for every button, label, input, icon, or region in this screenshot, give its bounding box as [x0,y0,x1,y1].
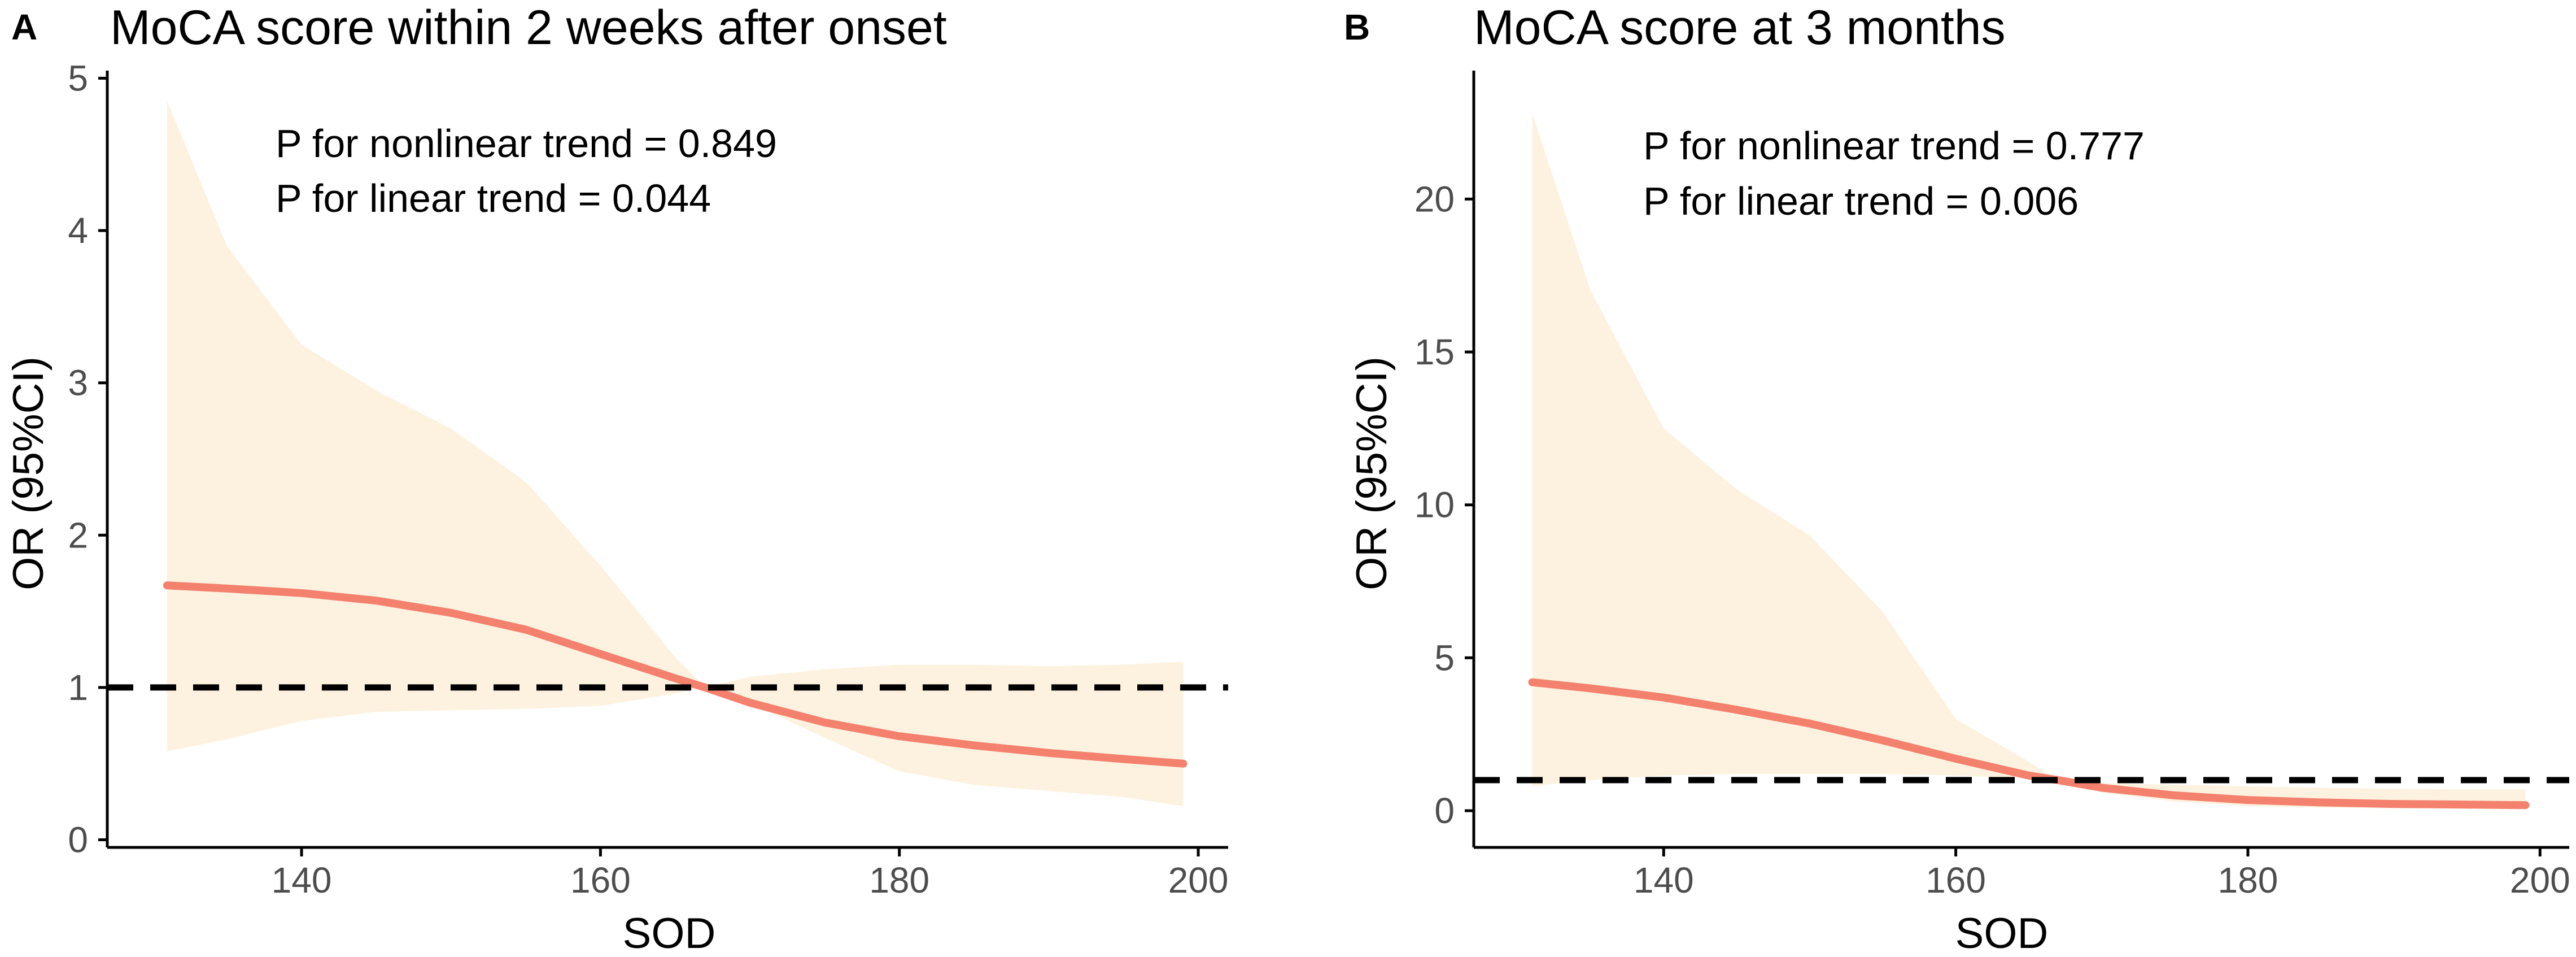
panel-b-y-axis-label: OR (95%CI) [1348,356,1396,590]
panel-b-p-linear: P for linear trend = 0.006 [1643,179,2079,223]
panel-b-ci-band [1532,113,2526,809]
panel-b: B MoCA score at 3 months 0 5 10 15 20 140 160 1… [1344,1,2570,957]
panel-a-or-curve [163,581,1187,768]
panel-a-y-tick-label: 5 [68,58,88,98]
panel-a-x-tick-label: 140 [272,860,332,901]
panel-a-y-tick-label: 2 [68,515,88,555]
panel-b-x-tick-label: 140 [1634,860,1694,901]
panel-a-y-axis-label: OR (95%CI) [5,356,53,590]
panel-b-y-tick-label: 5 [1434,637,1455,678]
panel-a-plot-area: 0 1 2 3 4 5 140 160 180 200 [68,58,1228,901]
panel-letter-a: A [11,7,37,47]
panel-b-y-tick-label: 20 [1414,179,1455,219]
panel-a-x-tick-label: 160 [570,860,631,901]
panel-b-plot-area: 0 5 10 15 20 140 160 180 200 [1414,71,2570,901]
panel-a-y-tick-label: 1 [68,667,88,708]
panel-a-y-tick-label: 4 [68,210,88,251]
panel-b-x-tick-label: 160 [1926,860,1986,901]
panel-a-x-tick-label: 180 [869,860,929,901]
panel-letter-b: B [1344,7,1370,47]
panel-a-x-axis-label: SOD [623,910,716,957]
panel-a-title: MoCA score within 2 weeks after onset [110,1,947,55]
panel-a: A MoCA score within 2 weeks after onset … [5,1,1228,957]
panel-a-p-nonlinear: P for nonlinear trend = 0.849 [276,121,777,166]
panel-b-y-tick-label: 10 [1414,485,1455,525]
panel-b-title: MoCA score at 3 months [1474,1,2006,55]
panel-b-x-tick-label: 200 [2510,860,2570,901]
panel-a-ci-band [167,101,1184,807]
panel-b-y-tick-label: 0 [1434,790,1455,831]
panel-a-p-linear: P for linear trend = 0.044 [276,176,711,220]
panel-b-p-nonlinear: P for nonlinear trend = 0.777 [1643,124,2145,168]
panel-a-x-tick-label: 200 [1168,860,1229,901]
panel-b-x-axis-label: SOD [1955,910,2049,957]
panel-b-x-tick-label: 180 [2218,860,2278,901]
panel-a-y-tick-label: 3 [68,363,88,403]
panel-b-y-tick-label: 15 [1414,332,1455,372]
panel-a-y-tick-label: 0 [68,820,88,860]
